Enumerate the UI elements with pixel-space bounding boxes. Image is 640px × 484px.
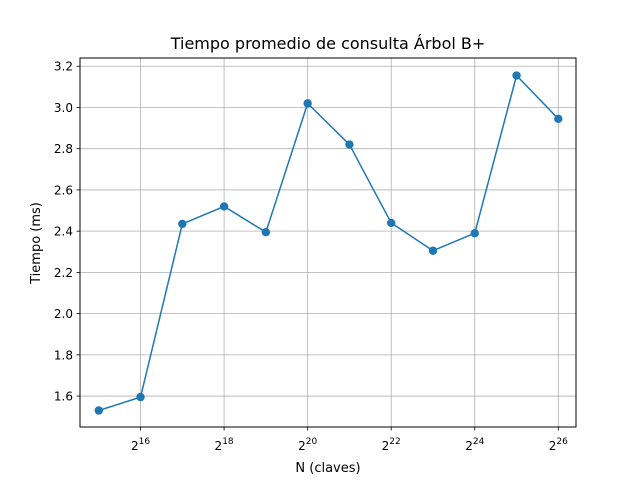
x-tick-label: 216 bbox=[131, 437, 150, 453]
x-tick-label: 218 bbox=[215, 437, 234, 453]
x-axis-label: N (claves) bbox=[295, 461, 360, 476]
y-tick-label: 2.0 bbox=[54, 307, 73, 321]
y-tick-label: 2.8 bbox=[54, 142, 73, 156]
data-point bbox=[261, 227, 271, 237]
data-point bbox=[554, 114, 563, 124]
x-tick-label: 222 bbox=[382, 437, 401, 453]
y-tick-label: 3.2 bbox=[54, 60, 73, 74]
x-tick-label: 226 bbox=[549, 437, 568, 453]
series-line bbox=[98, 74, 559, 412]
data-point bbox=[512, 71, 521, 80]
chart-title: Tiempo promedio de consulta Árbol B+ bbox=[170, 34, 486, 53]
series bbox=[94, 71, 563, 415]
axes: 216 218 220 222 224 226 1.6 1.8 2.0 2.2 2.4 2.6 2.8 3… bbox=[54, 60, 568, 453]
y-tick-label: 1.6 bbox=[54, 390, 73, 404]
data-point bbox=[219, 202, 229, 211]
data-point bbox=[345, 140, 354, 149]
plot-frame bbox=[79, 57, 577, 428]
data-point bbox=[428, 246, 438, 255]
data-point bbox=[387, 218, 396, 228]
y-tick-label: 1.8 bbox=[54, 348, 73, 362]
x-tick-label: 220 bbox=[298, 437, 317, 453]
y-tick-label: 3.0 bbox=[54, 101, 73, 115]
data-point bbox=[94, 406, 103, 415]
grid bbox=[80, 58, 576, 427]
x-tick-label: 224 bbox=[465, 437, 484, 453]
data-point bbox=[303, 99, 312, 108]
data-point bbox=[136, 392, 145, 402]
y-tick-label: 2.6 bbox=[54, 183, 73, 197]
y-axis-label: Tiempo (ms) bbox=[29, 202, 44, 285]
y-tick-label: 2.4 bbox=[54, 225, 73, 239]
data-point bbox=[470, 229, 479, 238]
data-point bbox=[178, 219, 187, 229]
y-tick-label: 2.2 bbox=[54, 266, 73, 280]
